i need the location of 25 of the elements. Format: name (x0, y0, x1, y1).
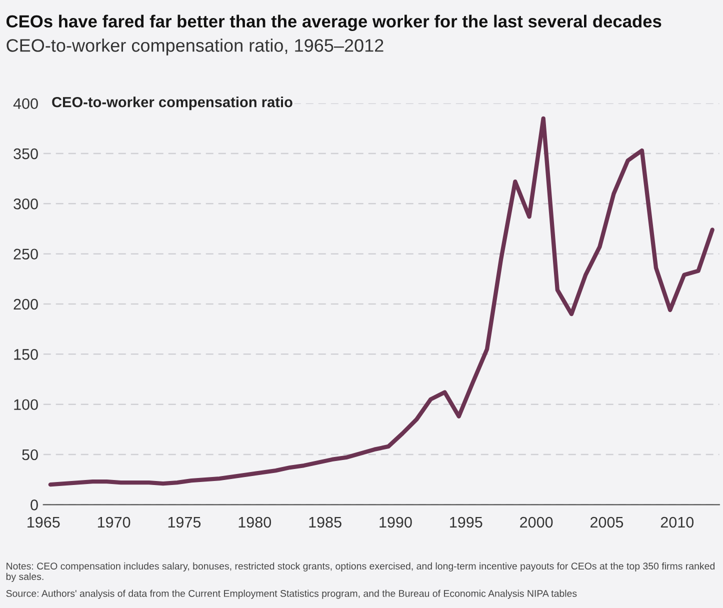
x-tick-label: 1995 (450, 516, 482, 528)
y-tick-label: 200 (14, 298, 38, 310)
x-tick-label: 2010 (660, 516, 694, 528)
x-tick-label: 1980 (238, 516, 272, 528)
y-tick-label: 300 (14, 198, 38, 210)
y-tick-label: 250 (14, 248, 38, 260)
x-tick-label: 1965 (28, 516, 60, 528)
chart-title: CEOs have fared far better than the average worker for the last several decades (6, 14, 662, 32)
x-tick-label: 1970 (98, 516, 130, 528)
y-tick-label: 100 (14, 399, 38, 410)
chart-subtitle: CEO-to-worker compensation ratio, 1965–2012 (6, 38, 384, 56)
y-tick-label: 50 (22, 449, 38, 460)
source-note: Source: Authors' analysis of data from the Current Employment Statistics program, and the Bureau of Economic Analysis NIPA tables (6, 590, 577, 599)
x-tick-label: 2000 (520, 516, 553, 528)
text: Notes: CEO compensation includes salary, bonuses, restricted stock grants, options exercised, and long-term incentive payouts for CEOs at the top 350 firms ranked by sales. (6, 562, 715, 582)
y-tick-label: 400 (13, 98, 38, 110)
x-tick-label: 1975 (168, 516, 201, 528)
y-tick-label: 150 (14, 349, 38, 360)
line-series (48, 116, 714, 487)
x-tick-label: 2005 (590, 516, 624, 528)
x-tick-label: 1990 (380, 516, 412, 528)
x-tick-label: 1985 (309, 516, 342, 528)
y-tick-label: 350 (14, 148, 38, 160)
y-axis-title: CEO-to-worker compensation ratio (52, 96, 292, 110)
y-tick-label: 0 (30, 500, 38, 510)
